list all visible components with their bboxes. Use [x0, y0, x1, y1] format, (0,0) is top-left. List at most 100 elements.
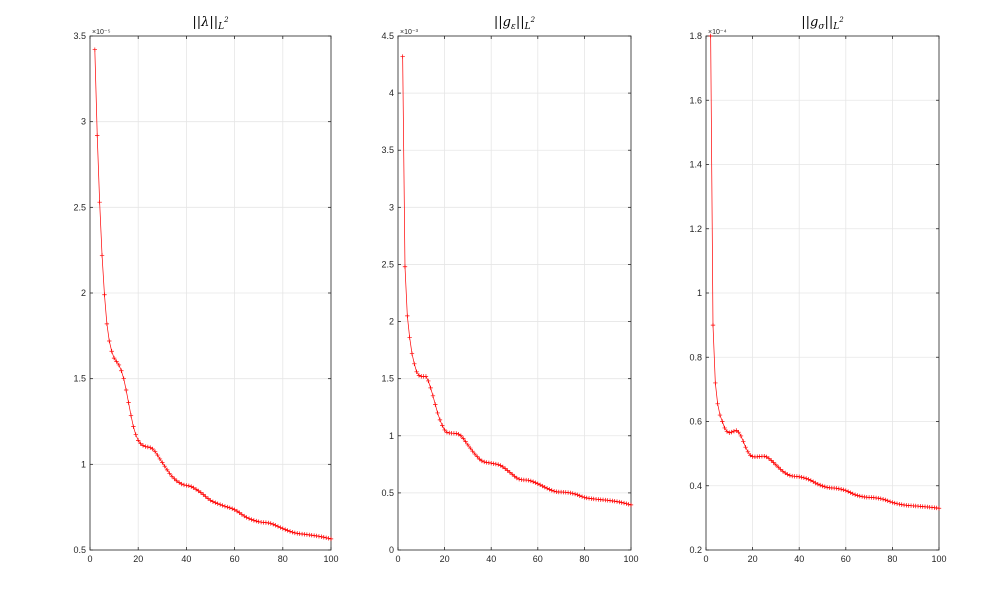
data-point-marker	[540, 483, 545, 489]
data-point-marker	[713, 380, 718, 386]
y-tick-label: 1.8	[689, 31, 702, 41]
data-point-marker	[717, 412, 723, 418]
data-point-marker	[222, 504, 228, 509]
data-point-marker	[852, 492, 858, 497]
data-point-marker	[530, 479, 536, 484]
data-point-marker	[152, 449, 158, 454]
x-tick-label: 40	[794, 554, 804, 564]
data-point-marker	[783, 470, 788, 476]
y-tick-label: 1.4	[689, 160, 702, 170]
y-tick-label: 1.5	[381, 374, 394, 384]
x-tick-label: 80	[278, 554, 288, 564]
data-point-marker	[797, 474, 802, 479]
data-point-marker	[162, 463, 167, 469]
data-point-marker	[880, 497, 886, 502]
data-point-marker	[582, 495, 587, 500]
x-tick-label: 60	[533, 554, 543, 564]
data-point-marker	[495, 462, 501, 467]
data-point-marker	[505, 468, 510, 473]
data-point-marker	[857, 493, 862, 499]
y-tick-label: 2	[81, 288, 86, 298]
data-point-marker	[268, 521, 273, 526]
data-point-marker	[150, 446, 155, 452]
data-point-marker	[328, 536, 334, 542]
data-point-marker	[727, 430, 732, 435]
data-point-marker	[465, 442, 471, 448]
data-point-marker	[579, 494, 585, 499]
data-point-marker	[859, 494, 865, 499]
data-point-marker	[463, 439, 468, 444]
data-point-marker	[400, 54, 405, 59]
data-point-marker	[626, 502, 631, 507]
data-point-marker	[145, 444, 151, 450]
data-point-marker	[213, 500, 218, 505]
data-point-marker	[270, 522, 276, 527]
data-point-marker	[778, 467, 783, 472]
data-point-marker	[897, 501, 902, 507]
data-point-marker	[435, 410, 440, 416]
data-point-marker	[316, 534, 322, 539]
data-point-marker	[502, 466, 508, 471]
data-point-marker	[787, 473, 793, 478]
data-point-marker	[428, 385, 433, 391]
data-point-marker	[133, 432, 138, 437]
data-point-marker	[461, 436, 466, 441]
data-point-marker	[848, 490, 853, 495]
data-point-marker	[776, 464, 781, 470]
chart-panel-1: 0 20 40 60 80 100 0.5 1 1.5 2 2.5 3 3.5 ×10⁻⁵ ||λ||L2	[73, 15, 338, 564]
x-tick-label: 80	[579, 554, 589, 564]
data-point-marker	[416, 373, 422, 378]
series-line	[710, 35, 940, 509]
axes-box	[397, 35, 632, 551]
y-tick-label: 0.4	[689, 481, 702, 491]
data-point-marker	[215, 501, 220, 506]
data-point-marker	[899, 502, 904, 507]
data-point-marker	[516, 476, 522, 482]
data-point-marker	[722, 425, 727, 431]
data-point-marker	[326, 536, 331, 541]
data-point-marker	[491, 461, 496, 466]
data-point-marker	[810, 479, 816, 484]
data-point-marker	[244, 515, 249, 520]
x-tick-label: 40	[181, 554, 191, 564]
data-point-marker	[111, 355, 117, 361]
data-point-marker	[285, 528, 290, 533]
chart-panel-2: 0 20 40 60 80 100 0 0.5 1 1.5 2 2.5 3 3.5 4 4.5 ×10⁻³ ||g…	[381, 15, 638, 564]
y-exponent-label: ×10⁻⁵	[92, 29, 111, 36]
data-point-marker	[887, 499, 893, 504]
data-point-marker	[176, 480, 182, 485]
y-tick-label: 3.5	[381, 145, 394, 155]
data-point-marker	[225, 504, 230, 510]
data-point-marker	[140, 443, 146, 448]
y-tick-label: 1	[81, 459, 86, 469]
data-point-marker	[193, 487, 199, 492]
data-point-marker	[208, 498, 213, 503]
data-point-marker	[249, 517, 254, 522]
data-point-marker	[731, 428, 737, 434]
data-point-marker	[246, 516, 252, 521]
data-point-marker	[890, 500, 895, 505]
y-tick-label: 1	[389, 431, 394, 441]
x-tick-label: 40	[486, 554, 496, 564]
data-point-marker	[472, 451, 478, 457]
data-point-marker	[708, 33, 713, 39]
data-point-marker	[196, 488, 201, 494]
data-point-marker	[724, 429, 730, 434]
data-point-marker	[803, 476, 809, 481]
data-point-marker	[533, 480, 538, 485]
data-point-marker	[254, 518, 259, 524]
data-point-marker	[621, 500, 627, 506]
y-tick-label: 1	[697, 288, 702, 298]
data-point-marker	[136, 438, 141, 443]
data-point-marker	[486, 460, 492, 465]
data-point-marker	[850, 491, 855, 496]
data-point-marker	[614, 499, 620, 504]
data-point-marker	[107, 338, 112, 344]
data-point-marker	[568, 490, 573, 496]
data-point-marker	[174, 478, 179, 484]
series-line	[94, 49, 332, 540]
y-tick-label: 1.5	[73, 374, 86, 384]
data-point-marker	[440, 423, 445, 428]
data-point-marker	[892, 500, 897, 506]
